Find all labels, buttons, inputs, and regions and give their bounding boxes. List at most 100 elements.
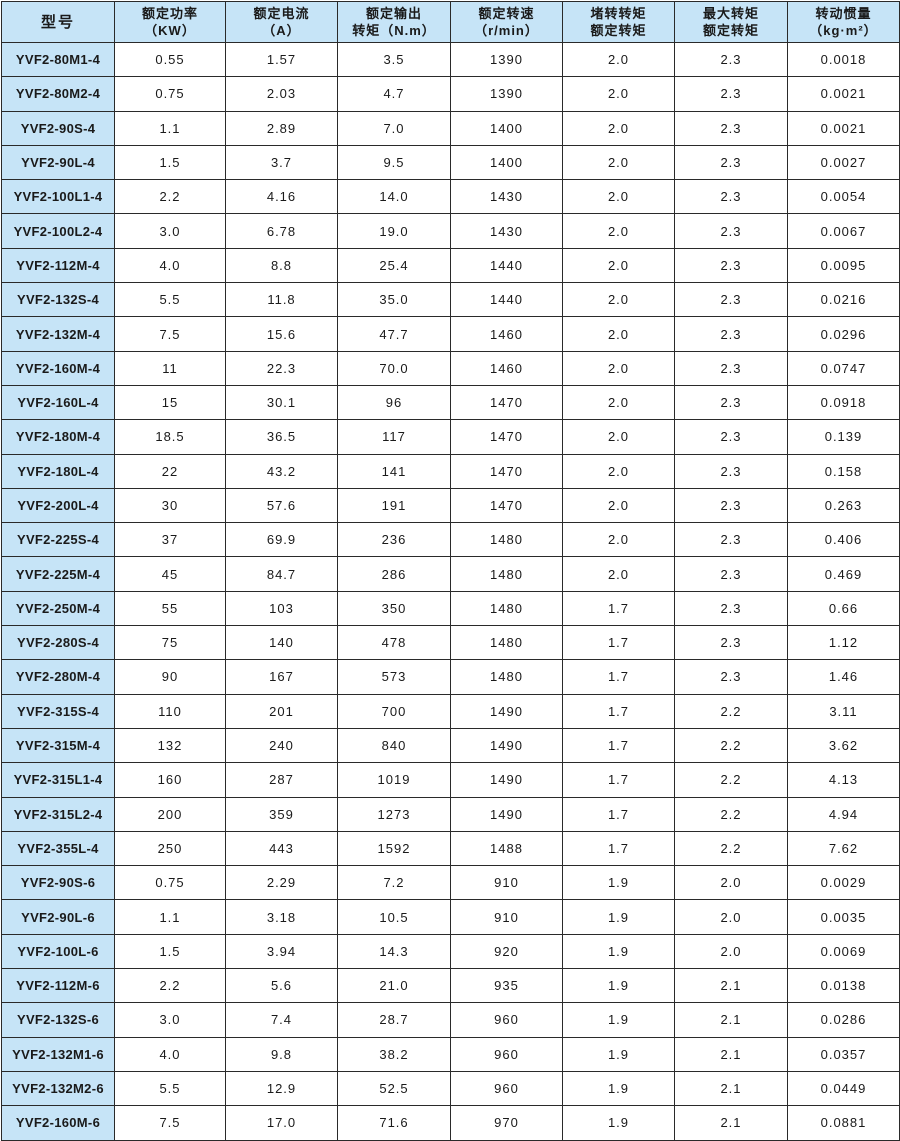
cell-rated-current: 36.5 xyxy=(225,419,338,455)
cell-rated-current: 3.94 xyxy=(225,933,338,970)
cell-max-torque-ratio: 2.3 xyxy=(674,453,788,489)
cell-rated-current: 8.8 xyxy=(225,247,338,284)
table-row: YVF2-132M2-6 5.5 12.9 52.5 960 1.9 2.1 0.0449 xyxy=(1,1070,900,1107)
cell-rated-torque: 141 xyxy=(337,453,451,489)
cell-rated-speed: 970 xyxy=(450,1105,563,1141)
table-row: YVF2-225S-4 37 69.9 236 1480 2.0 2.3 0.406 xyxy=(1,522,900,558)
cell-rated-speed: 1490 xyxy=(450,796,563,832)
cell-rated-power: 7.5 xyxy=(114,1105,226,1141)
table-row: YVF2-100L-6 1.5 3.94 14.3 920 1.9 2.0 0.0069 xyxy=(1,933,900,970)
cell-rated-torque: 71.6 xyxy=(337,1105,451,1141)
cell-rated-current: 167 xyxy=(225,659,338,695)
cell-rated-power: 7.5 xyxy=(114,316,226,352)
cell-rated-torque: 286 xyxy=(337,556,451,592)
cell-rated-speed: 1460 xyxy=(450,316,563,352)
cell-max-torque-ratio: 2.1 xyxy=(674,968,788,1004)
cell-locked-torque-ratio: 1.7 xyxy=(562,762,675,798)
header-line1: 额定功率 xyxy=(141,6,198,21)
header-line2: 转矩（N.m） xyxy=(352,23,436,38)
cell-locked-torque-ratio: 1.9 xyxy=(562,1036,675,1072)
cell-max-torque-ratio: 2.3 xyxy=(674,522,788,558)
table-row: YVF2-160M-6 7.5 17.0 71.6 970 1.9 2.1 0.0881 xyxy=(1,1105,900,1141)
cell-rated-power: 45 xyxy=(114,556,226,592)
cell-rated-torque: 350 xyxy=(337,590,451,627)
cell-rated-speed: 1490 xyxy=(450,693,563,729)
table-row: YVF2-180M-4 18.5 36.5 117 1470 2.0 2.3 0.139 xyxy=(1,419,900,455)
table-row: YVF2-200L-4 30 57.6 191 1470 2.0 2.3 0.263 xyxy=(1,487,900,524)
cell-rated-speed: 1390 xyxy=(450,76,563,112)
cell-rated-power: 0.55 xyxy=(114,41,226,78)
cell-rated-torque: 70.0 xyxy=(337,350,451,386)
cell-rated-current: 22.3 xyxy=(225,350,338,386)
cell-rated-torque: 96 xyxy=(337,384,451,421)
cell-rated-current: 1.57 xyxy=(225,41,338,78)
cell-max-torque-ratio: 2.3 xyxy=(674,213,788,249)
cell-model: YVF2-112M-4 xyxy=(1,247,115,284)
table-row: YVF2-90L-4 1.5 3.7 9.5 1400 2.0 2.3 0.0027 xyxy=(1,144,900,181)
cell-locked-torque-ratio: 1.7 xyxy=(562,693,675,729)
cell-rated-torque: 7.0 xyxy=(337,110,451,146)
table-row: YVF2-225M-4 45 84.7 286 1480 2.0 2.3 0.469 xyxy=(1,556,900,592)
cell-inertia: 0.0029 xyxy=(787,865,900,901)
cell-rated-power: 55 xyxy=(114,590,226,627)
header-line2: （KW） xyxy=(144,23,196,38)
table-row: YVF2-250M-4 55 103 350 1480 1.7 2.3 0.66 xyxy=(1,590,900,627)
cell-model: YVF2-250M-4 xyxy=(1,590,115,627)
cell-rated-power: 200 xyxy=(114,796,226,832)
cell-rated-speed: 1430 xyxy=(450,179,563,215)
cell-locked-torque-ratio: 2.0 xyxy=(562,316,675,352)
cell-rated-power: 160 xyxy=(114,762,226,798)
header-rated-power: 额定功率 （KW） xyxy=(114,1,226,43)
cell-rated-power: 3.0 xyxy=(114,1002,226,1038)
cell-rated-speed: 910 xyxy=(450,865,563,901)
cell-inertia: 0.0918 xyxy=(787,384,900,421)
cell-model: YVF2-355L-4 xyxy=(1,830,115,867)
table-row: YVF2-132M-4 7.5 15.6 47.7 1460 2.0 2.3 0.0296 xyxy=(1,316,900,352)
cell-inertia: 0.158 xyxy=(787,453,900,489)
cell-rated-torque: 52.5 xyxy=(337,1070,451,1107)
cell-max-torque-ratio: 2.3 xyxy=(674,384,788,421)
cell-rated-torque: 7.2 xyxy=(337,865,451,901)
cell-rated-current: 11.8 xyxy=(225,282,338,318)
cell-rated-speed: 960 xyxy=(450,1002,563,1038)
table-row: YVF2-315L2-4 200 359 1273 1490 1.7 2.2 4.94 xyxy=(1,796,900,832)
cell-inertia: 0.0035 xyxy=(787,899,900,935)
cell-locked-torque-ratio: 2.0 xyxy=(562,419,675,455)
cell-max-torque-ratio: 2.3 xyxy=(674,487,788,524)
table-row: YVF2-132S-6 3.0 7.4 28.7 960 1.9 2.1 0.0286 xyxy=(1,1002,900,1038)
cell-locked-torque-ratio: 1.7 xyxy=(562,659,675,695)
cell-rated-power: 5.5 xyxy=(114,1070,226,1107)
cell-inertia: 4.94 xyxy=(787,796,900,832)
cell-rated-current: 3.18 xyxy=(225,899,338,935)
cell-inertia: 0.139 xyxy=(787,419,900,455)
table-row: YVF2-112M-4 4.0 8.8 25.4 1440 2.0 2.3 0.0095 xyxy=(1,247,900,284)
cell-inertia: 0.469 xyxy=(787,556,900,592)
cell-rated-current: 240 xyxy=(225,727,338,764)
cell-rated-speed: 1470 xyxy=(450,453,563,489)
cell-rated-speed: 1400 xyxy=(450,144,563,181)
cell-rated-torque: 478 xyxy=(337,625,451,661)
cell-rated-speed: 1480 xyxy=(450,659,563,695)
cell-rated-torque: 14.0 xyxy=(337,179,451,215)
cell-locked-torque-ratio: 2.0 xyxy=(562,350,675,386)
cell-rated-speed: 1490 xyxy=(450,727,563,764)
cell-max-torque-ratio: 2.3 xyxy=(674,247,788,284)
cell-rated-current: 17.0 xyxy=(225,1105,338,1141)
cell-max-torque-ratio: 2.3 xyxy=(674,590,788,627)
table-row: YVF2-160M-4 11 22.3 70.0 1460 2.0 2.3 0.0747 xyxy=(1,350,900,386)
cell-rated-current: 359 xyxy=(225,796,338,832)
cell-model: YVF2-132M-4 xyxy=(1,316,115,352)
cell-rated-torque: 236 xyxy=(337,522,451,558)
cell-model: YVF2-90S-4 xyxy=(1,110,115,146)
cell-inertia: 0.0018 xyxy=(787,41,900,78)
header-row: 型号 额定功率 （KW） 额定电流 （A） 额定输出 转矩（N.m） 额定转速 （r/m… xyxy=(1,1,900,43)
cell-rated-torque: 4.7 xyxy=(337,76,451,112)
cell-inertia: 0.0286 xyxy=(787,1002,900,1038)
cell-rated-power: 22 xyxy=(114,453,226,489)
cell-model: YVF2-160M-6 xyxy=(1,1105,115,1141)
cell-locked-torque-ratio: 2.0 xyxy=(562,76,675,112)
cell-max-torque-ratio: 2.3 xyxy=(674,316,788,352)
cell-model: YVF2-180M-4 xyxy=(1,419,115,455)
cell-rated-power: 37 xyxy=(114,522,226,558)
cell-inertia: 0.0747 xyxy=(787,350,900,386)
